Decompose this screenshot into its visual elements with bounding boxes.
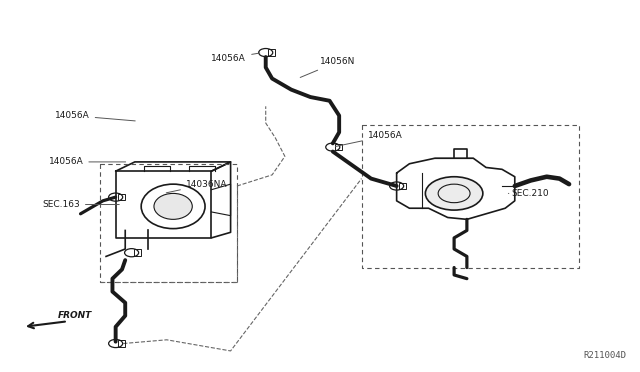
- Text: 14056A: 14056A: [335, 131, 403, 147]
- Text: 14056A: 14056A: [49, 157, 125, 166]
- Bar: [268, 49, 275, 56]
- Circle shape: [426, 177, 483, 210]
- Text: SEC.163: SEC.163: [42, 200, 119, 209]
- Text: FRONT: FRONT: [58, 311, 92, 320]
- Text: 14056A: 14056A: [55, 111, 135, 121]
- Text: SEC.210: SEC.210: [508, 189, 549, 198]
- Bar: [118, 340, 125, 347]
- Text: 14056A: 14056A: [211, 53, 260, 62]
- Bar: [134, 250, 141, 256]
- Text: 14036NA: 14036NA: [166, 180, 227, 193]
- Bar: [118, 194, 125, 201]
- Bar: [399, 183, 406, 189]
- Bar: [335, 144, 342, 150]
- Text: 14056N: 14056N: [300, 57, 355, 77]
- Ellipse shape: [154, 193, 192, 219]
- Text: R211004D: R211004D: [584, 351, 627, 360]
